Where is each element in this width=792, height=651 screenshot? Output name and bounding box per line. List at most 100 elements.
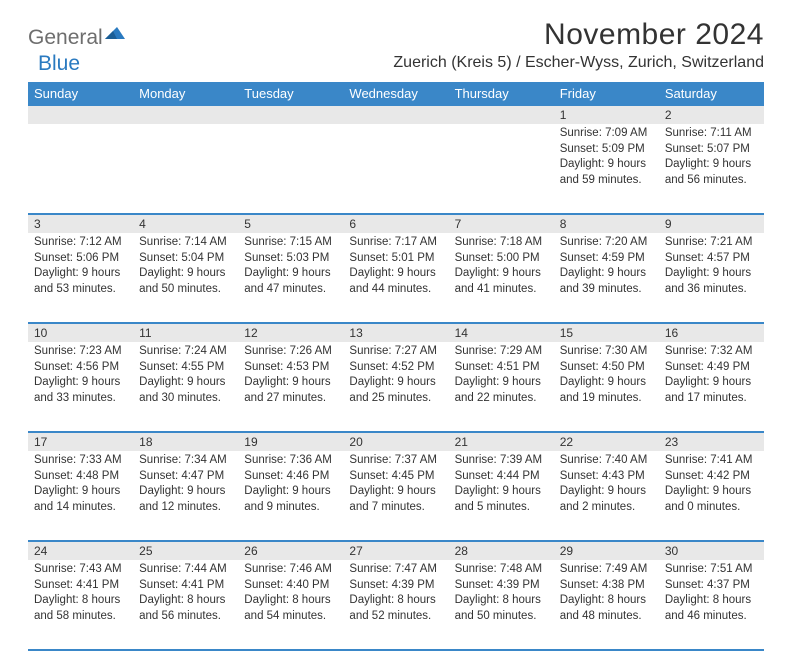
- sunset-text: Sunset: 4:52 PM: [349, 360, 442, 376]
- daylight-text: Daylight: 9 hours and 50 minutes.: [139, 266, 232, 297]
- day-details: Sunrise: 7:29 AMSunset: 4:51 PMDaylight:…: [449, 342, 554, 410]
- sunrise-text: Sunrise: 7:39 AM: [455, 453, 548, 469]
- day-cell: Sunrise: 7:17 AMSunset: 5:01 PMDaylight:…: [343, 233, 448, 323]
- day-cell: Sunrise: 7:30 AMSunset: 4:50 PMDaylight:…: [554, 342, 659, 432]
- day-number: 5: [238, 215, 343, 233]
- day-number: 18: [133, 433, 238, 451]
- calendar-header: Sunday Monday Tuesday Wednesday Thursday…: [28, 82, 764, 106]
- sunset-text: Sunset: 4:47 PM: [139, 469, 232, 485]
- day-details: Sunrise: 7:18 AMSunset: 5:00 PMDaylight:…: [449, 233, 554, 301]
- daylight-text: Daylight: 9 hours and 47 minutes.: [244, 266, 337, 297]
- day-number-cell: 24: [28, 541, 133, 560]
- day-number: 10: [28, 324, 133, 342]
- day-number-cell: 22: [554, 432, 659, 451]
- day-number-cell: 15: [554, 323, 659, 342]
- day-number-cell: 30: [659, 541, 764, 560]
- sunset-text: Sunset: 5:03 PM: [244, 251, 337, 267]
- sunrise-text: Sunrise: 7:47 AM: [349, 562, 442, 578]
- day-number: 30: [659, 542, 764, 560]
- sunset-text: Sunset: 4:37 PM: [665, 578, 758, 594]
- day-number: 19: [238, 433, 343, 451]
- day-details: Sunrise: 7:43 AMSunset: 4:41 PMDaylight:…: [28, 560, 133, 628]
- week-content-row: Sunrise: 7:33 AMSunset: 4:48 PMDaylight:…: [28, 451, 764, 541]
- sunset-text: Sunset: 4:46 PM: [244, 469, 337, 485]
- daylight-text: Daylight: 8 hours and 48 minutes.: [560, 593, 653, 624]
- sunset-text: Sunset: 5:00 PM: [455, 251, 548, 267]
- daylight-text: Daylight: 9 hours and 2 minutes.: [560, 484, 653, 515]
- title-block: November 2024 Zuerich (Kreis 5) / Escher…: [393, 18, 764, 72]
- day-header: Monday: [133, 82, 238, 106]
- sunset-text: Sunset: 4:43 PM: [560, 469, 653, 485]
- day-details: Sunrise: 7:23 AMSunset: 4:56 PMDaylight:…: [28, 342, 133, 410]
- day-details: Sunrise: 7:48 AMSunset: 4:39 PMDaylight:…: [449, 560, 554, 628]
- sunrise-text: Sunrise: 7:20 AM: [560, 235, 653, 251]
- day-number-cell: 26: [238, 541, 343, 560]
- daylight-text: Daylight: 9 hours and 53 minutes.: [34, 266, 127, 297]
- day-cell: Sunrise: 7:40 AMSunset: 4:43 PMDaylight:…: [554, 451, 659, 541]
- day-number-cell: 13: [343, 323, 448, 342]
- calendar-body: 12Sunrise: 7:09 AMSunset: 5:09 PMDayligh…: [28, 106, 764, 651]
- day-cell: [449, 124, 554, 214]
- day-details: Sunrise: 7:27 AMSunset: 4:52 PMDaylight:…: [343, 342, 448, 410]
- day-cell: Sunrise: 7:47 AMSunset: 4:39 PMDaylight:…: [343, 560, 448, 650]
- daylight-text: Daylight: 9 hours and 44 minutes.: [349, 266, 442, 297]
- calendar-table: Sunday Monday Tuesday Wednesday Thursday…: [28, 82, 764, 651]
- daylight-text: Daylight: 9 hours and 12 minutes.: [139, 484, 232, 515]
- day-number: 28: [449, 542, 554, 560]
- day-details: [449, 124, 554, 130]
- sunset-text: Sunset: 5:01 PM: [349, 251, 442, 267]
- day-number-cell: 20: [343, 432, 448, 451]
- day-number: 15: [554, 324, 659, 342]
- day-number-cell: 16: [659, 323, 764, 342]
- day-number-cell: [133, 106, 238, 125]
- day-number: 7: [449, 215, 554, 233]
- daylight-text: Daylight: 8 hours and 54 minutes.: [244, 593, 337, 624]
- sunrise-text: Sunrise: 7:26 AM: [244, 344, 337, 360]
- week-content-row: Sunrise: 7:23 AMSunset: 4:56 PMDaylight:…: [28, 342, 764, 432]
- day-number: 8: [554, 215, 659, 233]
- day-details: Sunrise: 7:30 AMSunset: 4:50 PMDaylight:…: [554, 342, 659, 410]
- day-cell: Sunrise: 7:32 AMSunset: 4:49 PMDaylight:…: [659, 342, 764, 432]
- day-number-cell: 8: [554, 214, 659, 233]
- sunrise-text: Sunrise: 7:17 AM: [349, 235, 442, 251]
- day-details: [133, 124, 238, 130]
- day-cell: Sunrise: 7:21 AMSunset: 4:57 PMDaylight:…: [659, 233, 764, 323]
- sunrise-text: Sunrise: 7:18 AM: [455, 235, 548, 251]
- sunrise-text: Sunrise: 7:09 AM: [560, 126, 653, 142]
- day-cell: Sunrise: 7:44 AMSunset: 4:41 PMDaylight:…: [133, 560, 238, 650]
- sunset-text: Sunset: 4:39 PM: [455, 578, 548, 594]
- day-number: 13: [343, 324, 448, 342]
- day-number-cell: [343, 106, 448, 125]
- logo-word1: General: [28, 26, 103, 50]
- daylight-text: Daylight: 9 hours and 17 minutes.: [665, 375, 758, 406]
- sunset-text: Sunset: 4:55 PM: [139, 360, 232, 376]
- day-cell: Sunrise: 7:29 AMSunset: 4:51 PMDaylight:…: [449, 342, 554, 432]
- sunrise-text: Sunrise: 7:33 AM: [34, 453, 127, 469]
- day-cell: Sunrise: 7:36 AMSunset: 4:46 PMDaylight:…: [238, 451, 343, 541]
- day-details: [28, 124, 133, 130]
- day-number: 6: [343, 215, 448, 233]
- sunset-text: Sunset: 4:51 PM: [455, 360, 548, 376]
- day-details: Sunrise: 7:36 AMSunset: 4:46 PMDaylight:…: [238, 451, 343, 519]
- day-cell: Sunrise: 7:09 AMSunset: 5:09 PMDaylight:…: [554, 124, 659, 214]
- day-details: [238, 124, 343, 130]
- day-number: 9: [659, 215, 764, 233]
- calendar-page: General November 2024 Zuerich (Kreis 5) …: [0, 0, 792, 651]
- sunrise-text: Sunrise: 7:23 AM: [34, 344, 127, 360]
- sunset-text: Sunset: 4:45 PM: [349, 469, 442, 485]
- day-number: 16: [659, 324, 764, 342]
- day-number: 11: [133, 324, 238, 342]
- day-cell: Sunrise: 7:20 AMSunset: 4:59 PMDaylight:…: [554, 233, 659, 323]
- sunrise-text: Sunrise: 7:48 AM: [455, 562, 548, 578]
- sunrise-text: Sunrise: 7:34 AM: [139, 453, 232, 469]
- sunrise-text: Sunrise: 7:24 AM: [139, 344, 232, 360]
- sunset-text: Sunset: 5:04 PM: [139, 251, 232, 267]
- day-cell: Sunrise: 7:46 AMSunset: 4:40 PMDaylight:…: [238, 560, 343, 650]
- day-number-cell: 4: [133, 214, 238, 233]
- day-header: Friday: [554, 82, 659, 106]
- sunset-text: Sunset: 4:53 PM: [244, 360, 337, 376]
- day-cell: Sunrise: 7:37 AMSunset: 4:45 PMDaylight:…: [343, 451, 448, 541]
- daylight-text: Daylight: 9 hours and 0 minutes.: [665, 484, 758, 515]
- day-number: 22: [554, 433, 659, 451]
- day-number: [343, 106, 448, 124]
